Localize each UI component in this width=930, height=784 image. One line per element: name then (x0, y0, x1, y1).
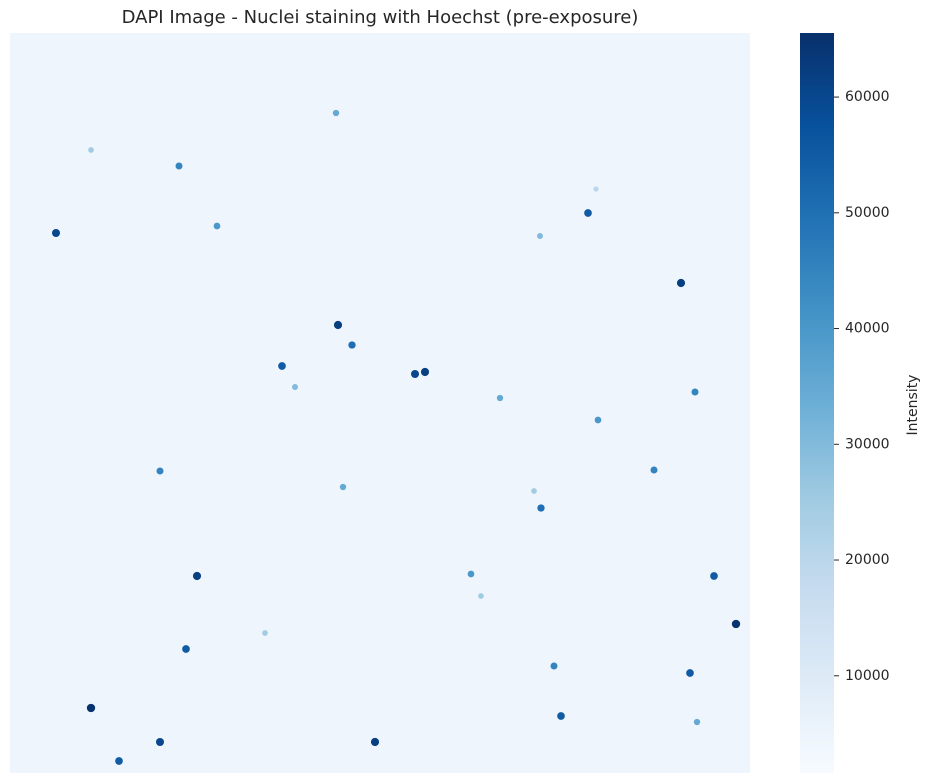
nucleus (262, 630, 268, 636)
nucleus (156, 467, 164, 475)
nucleus (710, 572, 718, 580)
nucleus (192, 571, 202, 581)
image-background (10, 33, 750, 773)
nucleus (86, 703, 96, 713)
nucleus (593, 186, 599, 192)
colorbar-tick-label: 10000 (845, 668, 890, 684)
nucleus (370, 737, 380, 747)
nucleus (731, 619, 741, 629)
colorbar (800, 33, 834, 773)
nucleus (650, 466, 658, 474)
nucleus (686, 669, 694, 677)
nucleus (52, 229, 60, 237)
nucleus (339, 483, 347, 491)
nucleus (278, 362, 286, 370)
nucleus (550, 662, 558, 670)
nucleus (411, 370, 419, 378)
nucleus (333, 320, 343, 330)
nucleus (693, 718, 701, 726)
nucleus (584, 209, 592, 217)
colorbar-tick-label: 60000 (845, 89, 890, 105)
nucleus (420, 367, 430, 377)
nucleus (537, 504, 545, 512)
nucleus (691, 388, 699, 396)
colorbar-tick-label: 50000 (845, 205, 890, 221)
nucleus (213, 222, 221, 230)
nucleus (478, 593, 484, 599)
nucleus (175, 162, 183, 170)
nucleus (292, 384, 298, 390)
nucleus (348, 341, 356, 349)
nucleus (182, 645, 190, 653)
nucleus (594, 416, 602, 424)
nucleus (537, 233, 543, 239)
nucleus (557, 712, 565, 720)
nucleus (156, 738, 164, 746)
nucleus (88, 147, 94, 153)
nucleus (332, 109, 340, 117)
colorbar-tick-label: 20000 (845, 552, 890, 568)
colorbar-label: Intensity (905, 375, 921, 436)
colorbar-tick-label: 40000 (845, 321, 890, 337)
nucleus (531, 488, 537, 494)
nucleus (467, 570, 475, 578)
nucleus (115, 757, 123, 765)
nucleus (676, 278, 686, 288)
nucleus (496, 394, 504, 402)
chart-title: DAPI Image - Nuclei staining with Hoechs… (122, 7, 639, 28)
colorbar-tick-label: 30000 (845, 436, 890, 452)
